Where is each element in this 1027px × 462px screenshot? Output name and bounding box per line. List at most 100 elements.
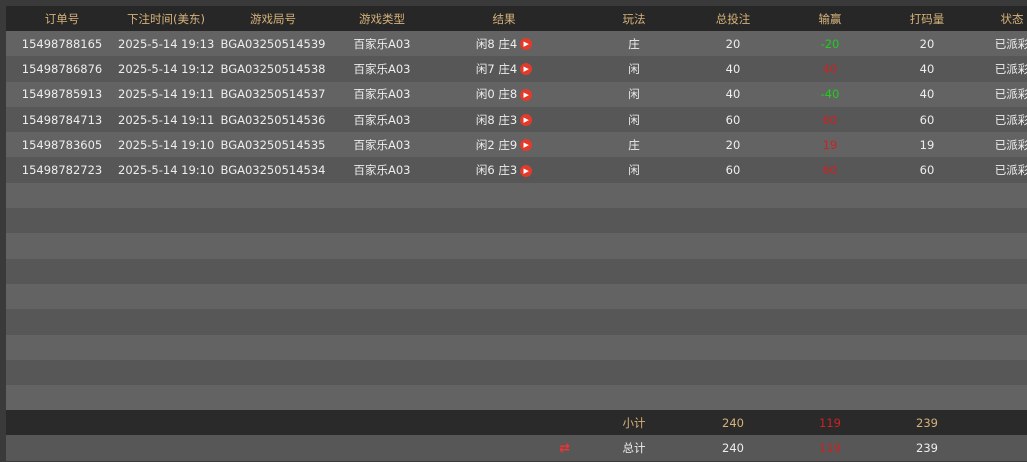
cell-result: [432, 183, 576, 208]
result-text: 闲6 庄3: [475, 163, 518, 178]
cell-round: [214, 284, 332, 309]
round-text: BGA03250514534: [220, 163, 326, 178]
status-text: 已派彩: [994, 61, 1027, 76]
cell-win: [774, 183, 886, 208]
cell-order: 15498785913: [6, 82, 118, 107]
cell-status: [968, 360, 1027, 385]
game-text: 百家乐A03: [353, 163, 411, 178]
cell-game: 百家乐A03: [332, 107, 432, 132]
cell-valid: [886, 233, 968, 258]
bet-text: 20: [725, 137, 741, 152]
cell-status: 已派彩: [968, 157, 1027, 182]
win-text: 40: [822, 61, 838, 76]
win-text: -20: [820, 36, 840, 51]
play-replay-icon[interactable]: ▶: [520, 88, 533, 101]
time-text: 2025-5-14 19:12: [118, 61, 214, 76]
bet-records-table-container: 订单号 下注时间(美东) 游戏局号 游戏类型 结果 玩法 总投注 输赢 打码量 状态 154987…: [6, 6, 1027, 462]
cell-win: 60: [774, 157, 886, 182]
cell-win: [774, 233, 886, 258]
cell-play: 闲: [576, 107, 692, 132]
play-replay-icon[interactable]: ▶: [520, 164, 533, 177]
cell-time: 2025-5-14 19:12: [118, 56, 214, 81]
cell-valid: 40: [886, 82, 968, 107]
cell-bet: 60: [692, 107, 774, 132]
cell-result: 闲6 庄3 ▶: [432, 157, 576, 182]
table-row: 15498782723 2025-5-14 19:10 BGA03250514534…: [6, 157, 1027, 183]
play-replay-icon[interactable]: ▶: [520, 114, 533, 127]
table-header: 订单号 下注时间(美东) 游戏局号 游戏类型 结果 玩法 总投注 输赢 打码量 状态: [6, 6, 1027, 31]
total-bet: 240: [722, 441, 744, 456]
cell-valid: 60: [886, 157, 968, 182]
cell-play: [576, 385, 692, 410]
cell-win: [774, 208, 886, 233]
cell-round: [214, 233, 332, 258]
status-text: 已派彩: [994, 36, 1027, 51]
cell-status: [968, 335, 1027, 360]
cell-status: [968, 284, 1027, 309]
cell-result: 闲8 庄4 ▶: [432, 31, 576, 56]
cell-round: [214, 208, 332, 233]
cell-bet: 60: [692, 157, 774, 182]
play-replay-icon[interactable]: ▶: [520, 63, 533, 76]
cell-time: [118, 284, 214, 309]
cell-game: 百家乐A03: [332, 157, 432, 182]
empty-row: [6, 334, 1027, 360]
cell-time: 2025-5-14 19:13: [118, 31, 214, 56]
column-header: 结果: [432, 6, 576, 31]
play-replay-icon[interactable]: ▶: [520, 139, 533, 152]
valid-text: 40: [919, 61, 935, 76]
cell-order: [6, 335, 118, 360]
column-header: 输赢: [774, 6, 886, 31]
cell-bet: [692, 233, 774, 258]
cell-win: 19: [774, 132, 886, 157]
cell-play: [576, 284, 692, 309]
cell-round: BGA03250514539: [214, 31, 332, 56]
bet-text: 60: [725, 112, 741, 127]
order-text: 15498784713: [21, 112, 103, 127]
cell-win: 40: [774, 56, 886, 81]
status-text: 已派彩: [994, 137, 1027, 152]
column-header: 状态: [968, 6, 1027, 31]
cell-time: [118, 309, 214, 334]
cell-round: [214, 385, 332, 410]
cell-order: [6, 309, 118, 334]
cell-status: [968, 208, 1027, 233]
cell-result: [432, 360, 576, 385]
time-text: 2025-5-14 19:10: [118, 137, 214, 152]
cell-result: [432, 259, 576, 284]
cell-status: 已派彩: [968, 82, 1027, 107]
cell-play: [576, 360, 692, 385]
cell-bet: 40: [692, 56, 774, 81]
empty-row: [6, 258, 1027, 284]
refresh-icon[interactable]: ⇄: [559, 440, 570, 456]
empty-row: [6, 182, 1027, 209]
column-header: 订单号: [6, 6, 118, 31]
cell-valid: [886, 335, 968, 360]
play-replay-icon[interactable]: ▶: [520, 38, 533, 51]
cell-result: [432, 208, 576, 233]
time-text: 2025-5-14 19:13: [118, 36, 214, 51]
bet-text: 40: [725, 61, 741, 76]
valid-text: 19: [919, 137, 935, 152]
cell-valid: [886, 208, 968, 233]
cell-status: [968, 183, 1027, 208]
cell-order: [6, 208, 118, 233]
subtotal-bet: 240: [722, 415, 744, 430]
table-row: 15498786876 2025-5-14 19:12 BGA03250514538…: [6, 56, 1027, 82]
cell-game: 百家乐A03: [332, 56, 432, 81]
cell-status: [968, 233, 1027, 258]
cell-win: [774, 259, 886, 284]
cell-round: [214, 259, 332, 284]
cell-order: 15498786876: [6, 56, 118, 81]
cell-win: [774, 309, 886, 334]
cell-win: -20: [774, 31, 886, 56]
cell-round: BGA03250514536: [214, 107, 332, 132]
cell-order: [6, 259, 118, 284]
column-header: 打码量: [886, 6, 968, 31]
cell-bet: [692, 183, 774, 208]
cell-play: [576, 309, 692, 334]
cell-play: 闲: [576, 56, 692, 81]
win-text: -40: [820, 87, 840, 102]
cell-game: [332, 284, 432, 309]
column-header: 总投注: [692, 6, 774, 31]
